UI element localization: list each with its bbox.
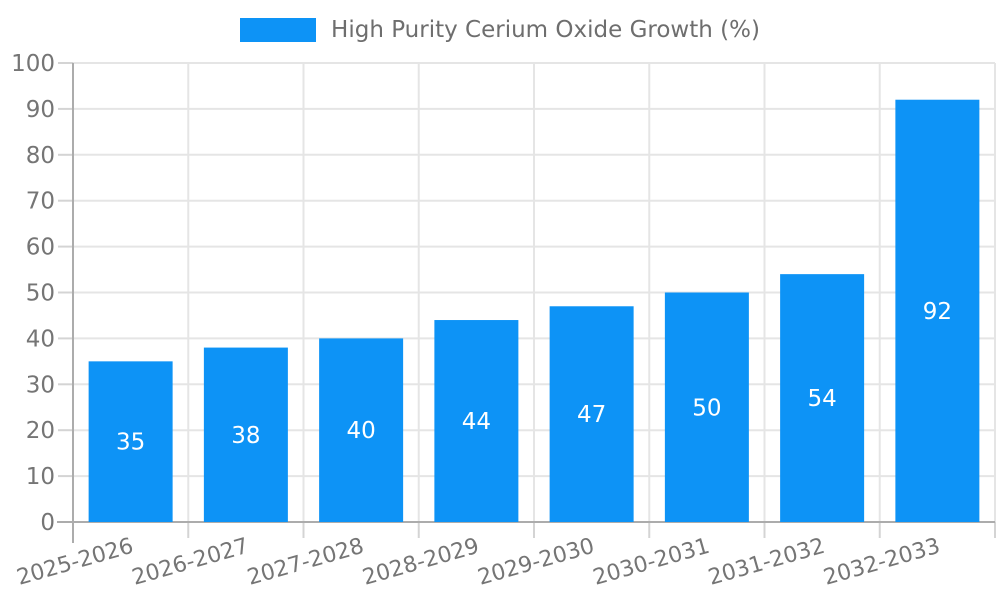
x-axis-tick-label: 2030-2031 [590,534,712,591]
bar[interactable] [895,99,980,522]
y-axis-tick-label: 30 [26,372,55,398]
x-axis-tick-label: 2032-2033 [821,534,943,591]
bar[interactable] [780,274,865,522]
x-axis-tick-label: 2027-2028 [245,534,367,591]
bar[interactable] [549,306,634,522]
y-axis-tick-label: 0 [40,510,55,536]
legend-item[interactable]: High Purity Cerium Oxide Growth (%) [0,18,1000,42]
legend-label: High Purity Cerium Oxide Growth (%) [331,17,760,43]
x-axis-tick-label: 2026-2027 [129,534,251,591]
bar[interactable] [319,338,404,522]
bar-value-label: 44 [462,409,491,435]
x-axis-tick-label: 2028-2029 [360,534,482,591]
bar-value-label: 50 [692,395,721,421]
bar-value-label: 35 [116,430,145,456]
legend-swatch [240,18,317,42]
bar-value-label: 54 [807,386,836,412]
bar[interactable] [664,292,749,523]
y-axis-tick-label: 10 [26,464,55,490]
y-axis-tick-label: 100 [11,51,55,77]
y-axis-tick-label: 20 [26,418,55,444]
y-axis-tick-label: 40 [26,326,55,352]
y-axis-tick-label: 80 [26,143,55,169]
x-axis-tick-label: 2031-2032 [706,534,828,591]
y-axis-tick-label: 60 [26,235,55,261]
y-axis-tick-label: 70 [26,189,55,215]
bar[interactable] [203,347,288,522]
bar[interactable] [434,320,519,522]
x-axis-tick-label: 2025-2026 [14,534,136,591]
x-axis-tick-label: 2029-2030 [475,534,597,591]
bar[interactable] [88,361,173,522]
y-axis-tick-label: 50 [26,281,55,307]
y-axis-tick-label: 90 [26,97,55,123]
bar-value-label: 38 [231,423,260,449]
bar-value-label: 92 [923,299,952,325]
bar-value-label: 40 [346,418,375,444]
bar-value-label: 47 [577,402,606,428]
